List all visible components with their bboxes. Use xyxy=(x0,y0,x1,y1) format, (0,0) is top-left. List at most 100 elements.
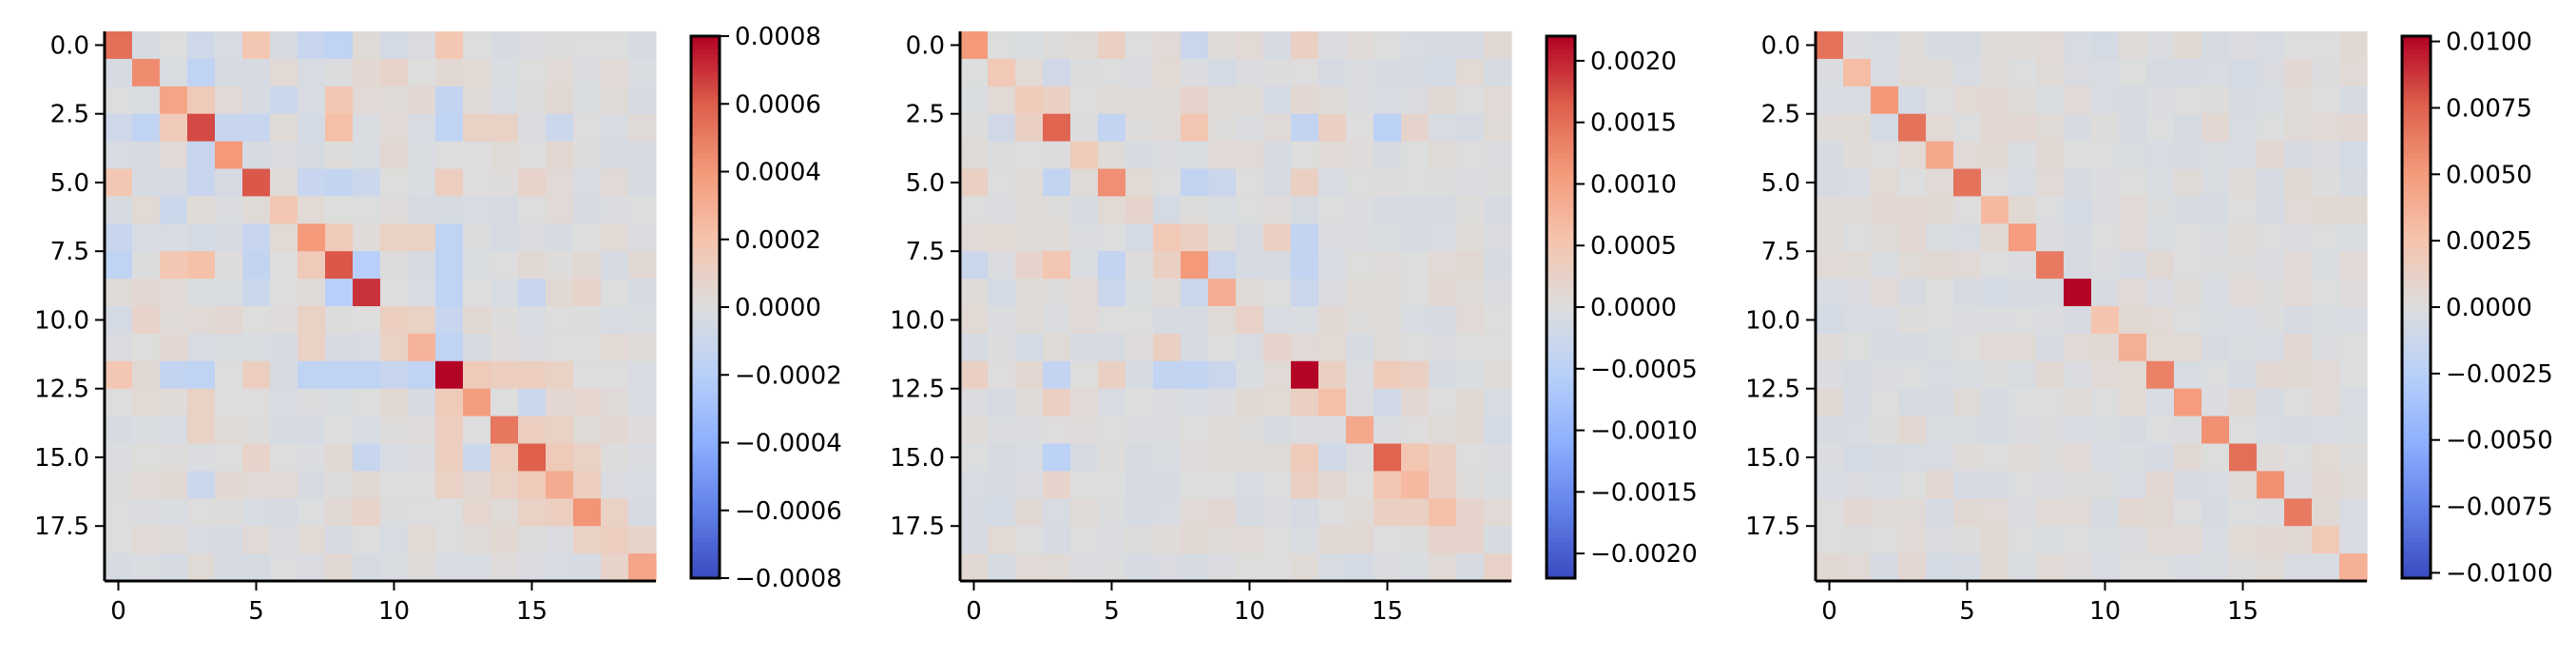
heatmap-cell xyxy=(435,388,464,417)
heatmap-cell xyxy=(2284,279,2313,307)
heatmap-cell xyxy=(518,141,547,170)
heatmap-cell xyxy=(628,279,657,307)
heatmap-cell xyxy=(1816,86,1844,115)
heatmap-cell xyxy=(2201,86,2230,115)
heatmap-cell xyxy=(270,168,298,197)
heatmap-cell xyxy=(2257,141,2285,170)
heatmap-cell xyxy=(2119,279,2147,307)
colorbar-segment xyxy=(1547,49,1575,55)
heatmap-cell xyxy=(2091,196,2120,224)
heatmap-cell xyxy=(1263,360,1292,390)
heatmap-cell xyxy=(1043,141,1071,170)
heatmap-cell xyxy=(353,498,381,527)
heatmap-cell xyxy=(1070,416,1099,445)
colorbar-segment xyxy=(1547,63,1575,69)
heatmap-cell xyxy=(1236,416,1264,445)
heatmap-cell xyxy=(1953,416,1982,445)
heatmap-cell xyxy=(2174,168,2202,197)
heatmap-cell xyxy=(325,443,354,472)
y-tick-label: 12.5 xyxy=(34,376,89,404)
heatmap-cell xyxy=(2284,251,2313,280)
heatmap-cell xyxy=(270,58,298,87)
heatmap-cell xyxy=(1098,86,1126,115)
heatmap-cell xyxy=(2201,168,2230,197)
heatmap-cell xyxy=(1401,113,1430,143)
heatmap-cell xyxy=(1043,443,1071,472)
heatmap-cell xyxy=(546,196,574,224)
heatmap-cell xyxy=(490,526,519,554)
colorbar-segment xyxy=(2402,352,2431,358)
colorbar-segment xyxy=(2402,339,2431,344)
heatmap-cell xyxy=(1070,553,1099,582)
heatmap-cell xyxy=(1401,443,1430,472)
heatmap-cell xyxy=(1236,388,1264,417)
heatmap-cell xyxy=(546,526,574,554)
heatmap-cell xyxy=(1181,279,1209,307)
heatmap-cell xyxy=(1898,471,1927,499)
colorbar-segment xyxy=(2402,379,2431,385)
heatmap-cell xyxy=(463,86,491,115)
heatmap-cell xyxy=(1318,526,1347,554)
heatmap-cell xyxy=(1015,196,1044,224)
heatmap-cell xyxy=(1153,388,1182,417)
heatmap-cell xyxy=(2257,196,2285,224)
colorbar-segment xyxy=(691,470,720,475)
heatmap-cell xyxy=(105,223,133,252)
heatmap-cell xyxy=(2174,416,2202,445)
heatmap-cell xyxy=(325,31,354,60)
heatmap-cell xyxy=(215,223,243,252)
heatmap-cell xyxy=(988,31,1016,60)
colorbar-tick-label: −0.0008 xyxy=(735,565,842,593)
colorbar-segment xyxy=(691,429,720,435)
heatmap-cell xyxy=(1953,333,1982,362)
heatmap-cell xyxy=(1043,553,1071,582)
heatmap-cell xyxy=(132,196,161,224)
colorbar-segment xyxy=(691,271,720,277)
heatmap-cell xyxy=(1015,223,1044,252)
colorbar-segment xyxy=(691,158,720,164)
heatmap-cell xyxy=(546,553,574,582)
heatmap-cell xyxy=(1484,306,1512,335)
colorbar-segment xyxy=(691,293,720,300)
heatmap-cell xyxy=(490,113,519,143)
heatmap-cell xyxy=(601,471,629,499)
heatmap-cell xyxy=(1318,416,1347,445)
heatmap-cell xyxy=(353,223,381,252)
colorbar-segment xyxy=(2402,510,2431,516)
colorbar-segment xyxy=(691,194,720,200)
colorbar-segment xyxy=(691,257,720,263)
heatmap-cell xyxy=(1070,526,1099,554)
heatmap-cell xyxy=(1070,471,1099,499)
heatmap-cell xyxy=(325,86,354,115)
colorbar-segment xyxy=(1547,293,1575,300)
colorbar-segment xyxy=(691,203,720,209)
heatmap-cell xyxy=(325,416,354,445)
heatmap-cell xyxy=(2174,443,2202,472)
heatmap-cell xyxy=(1926,58,1954,87)
heatmap-cell xyxy=(1015,279,1044,307)
colorbar-segment xyxy=(2402,117,2431,124)
heatmap-cell xyxy=(242,223,271,252)
heatmap-cell xyxy=(1871,498,1899,527)
heatmap-cell xyxy=(1374,526,1402,554)
heatmap-cell xyxy=(132,223,161,252)
colorbar-segment xyxy=(1547,501,1575,507)
heatmap-cell xyxy=(270,553,298,582)
heatmap-cell xyxy=(1456,58,1485,87)
heatmap-cell xyxy=(1236,471,1264,499)
heatmap-cell xyxy=(1898,443,1927,472)
colorbar-segment xyxy=(2402,212,2431,218)
heatmap-cell xyxy=(2201,360,2230,390)
colorbar-segment xyxy=(691,230,720,236)
heatmap-cell xyxy=(1015,498,1044,527)
heatmap-cell xyxy=(1291,251,1319,280)
heatmap-cell xyxy=(1484,113,1512,143)
heatmap-cell xyxy=(2284,141,2313,170)
heatmap-cell xyxy=(1263,141,1292,170)
heatmap-cell xyxy=(160,223,188,252)
colorbar-segment xyxy=(1547,153,1575,160)
y-tick-label: 10.0 xyxy=(34,306,89,335)
heatmap-cell xyxy=(2036,168,2065,197)
colorbar-segment xyxy=(1547,217,1575,223)
heatmap-cell xyxy=(628,471,657,499)
